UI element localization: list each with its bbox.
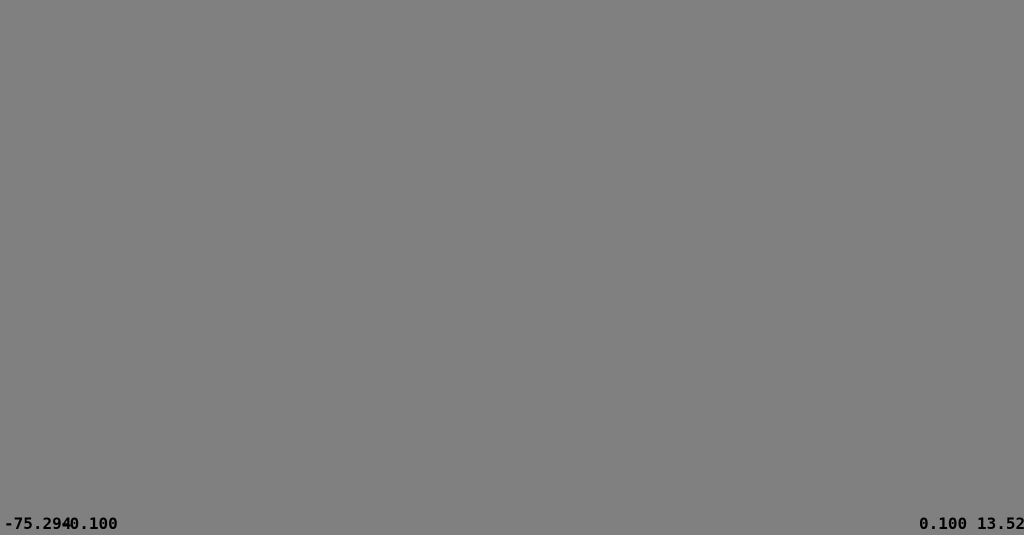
colorbar-data-max-label: 13.524 xyxy=(977,514,1024,533)
colorbar-data-min-label: -75.294 xyxy=(4,514,72,533)
colorbar-scale-max-label: 0.100 xyxy=(919,514,968,533)
colorbar-scale-min-label: -0.100 xyxy=(60,514,118,533)
